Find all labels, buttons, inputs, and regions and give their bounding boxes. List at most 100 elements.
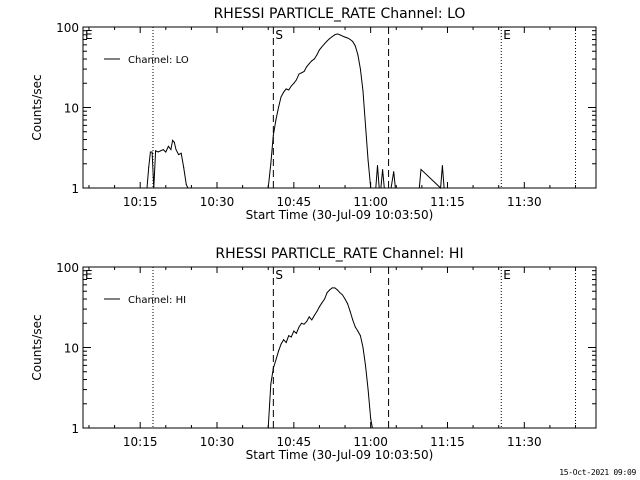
chart-1-data-point [378,187,380,189]
chart-1-data-point [359,68,361,70]
chart-1-title: RHESSI PARTICLE_RATE Channel: LO [214,6,466,22]
chart-1-data-point [277,107,279,108]
chart-2-data-point [313,314,315,316]
chart-1-x-tick-label: 11:15 [430,195,465,209]
chart-2-series-line [267,287,373,429]
chart-2-data-point [367,389,369,391]
chart-1-data-point [394,187,396,189]
chart-1-data-point [393,171,395,173]
chart-1-plot-frame [82,26,597,189]
chart-1-data-point [376,165,378,167]
chart-1-y-axis-label: Counts/sec [30,74,44,140]
chart-1-data-point [290,85,292,87]
chart-1-legend-label: Channel: LO [128,55,189,66]
chart-1-data-point [341,35,343,37]
chart-2-x-tick-label: 10:45 [277,435,312,449]
chart-1-data-point [352,41,354,43]
chart-2-event-label: E [85,268,93,282]
chart-1-event-label: E [85,28,93,42]
chart-1-data-point [365,124,367,126]
chart-1-x-axis-label: Start Time (30-Jul-09 10:03:50) [246,208,434,222]
chart-1-data-point [280,96,282,98]
chart-1-data-point [354,45,356,47]
chart-1-data-point [372,187,374,189]
chart-1-data-point [173,141,175,143]
chart-1-data-point [311,60,313,62]
chart-2-data-point [331,287,333,289]
chart-2-data-point [267,427,269,429]
chart-1-data-point [293,82,295,84]
chart-1-data-point [441,165,443,167]
chart-1-data-point [367,159,369,161]
chart-2-data-point [283,339,285,341]
chart-1-data-point [160,150,162,152]
chart-2-data-point [295,332,297,334]
chart-2-data-point [329,289,331,291]
chart-2-data-point [341,294,343,296]
chart-1-y-tick-label: 1 [71,182,79,196]
chart-1-data-point [382,168,384,170]
chart-2-data-point [344,298,346,300]
chart-1-data-point [329,37,331,39]
chart-2-data-point [316,311,318,313]
chart-1-data-point [420,168,422,170]
chart-1-data-point [153,187,155,189]
chart-2-event-label: E [503,268,511,282]
chart-2-data-point [277,350,279,352]
chart-1-data-point [318,49,320,51]
generation-timestamp: 15-Oct-2021 09:09 [559,468,636,477]
chart-1-data-point [334,34,336,36]
chart-1-data-point [175,149,177,151]
chart-2-x-tick-label: 10:30 [200,435,235,449]
chart-1-data-point [308,63,310,65]
chart-2-data-point [347,303,349,305]
chart-2-data-point [326,292,328,294]
chart-1-data-point [146,187,148,189]
chart-2-y-axis-label: Counts/sec [30,314,44,380]
chart-1-data-point [275,119,277,121]
chart-1-event-label: E [503,28,511,42]
chart-1-x-tick-label: 11:00 [353,195,388,209]
chart-1-x-tick-label: 11:30 [507,195,542,209]
chart-2-x-tick-label: 10:15 [123,435,158,449]
chart-2-data-point [334,287,336,289]
chart-1-data-point [148,166,150,168]
chart-1-data-point [303,71,305,73]
chart-2-data-point [285,342,287,344]
chart-1-data-point [336,33,338,35]
chart-1-data-point [370,187,372,189]
chart-1-data-point [357,54,359,56]
chart-1-data-point [316,54,318,56]
chart-1-data-point [157,151,159,153]
chart-1-x-tick-label: 10:15 [123,195,158,209]
chart-1-data-point [149,151,151,153]
chart-2-data-point [352,319,354,321]
chart-2-data-point [272,367,274,369]
chart-2-data-point [270,383,272,385]
chart-1-data-point [362,90,364,92]
chart-1-data-point [151,151,153,153]
chart-1-data-point [178,154,180,156]
chart-2-legend-label: Channel: HI [128,295,186,306]
chart-1-data-point [162,149,164,151]
chart-1-data-point [443,187,445,189]
chart-2-data-point [354,326,356,328]
chart-1-x-tick-label: 10:45 [277,195,312,209]
chart-1-data-point [347,37,349,39]
chart-2-data-point [359,335,361,337]
chart-2-data-point [311,319,313,321]
chart-2-y-tick-label: 10 [64,342,79,356]
chart-1-data-point [187,187,189,189]
chart-1-data-point [344,36,346,38]
chart-1-event-label: S [275,28,283,42]
chart-2-x-tick-label: 11:00 [353,435,388,449]
chart-2-data-point [370,418,372,420]
chart-1-data-point [183,166,185,168]
chart-1-data-point [390,187,392,189]
chart-1-data-point [385,187,387,189]
chart-1-data-point [170,149,172,151]
chart-2-y-tick-label: 100 [56,261,79,275]
chart-1-data-point [326,40,328,42]
chart-1-data-point [283,91,285,93]
